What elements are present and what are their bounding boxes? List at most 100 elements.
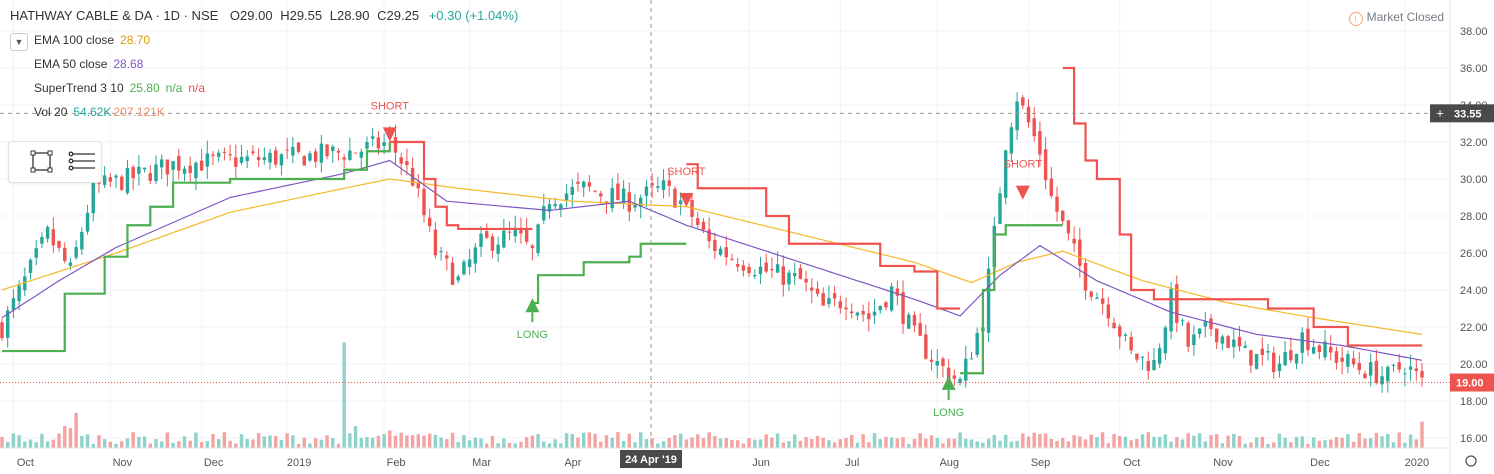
candle-body [599, 193, 603, 197]
candle-body [810, 287, 814, 291]
last-price-label: 19.00 [1456, 378, 1484, 390]
volume-bar [331, 438, 335, 448]
candle-body [1061, 210, 1065, 221]
volume-bar [918, 433, 922, 448]
candle-body [1317, 345, 1322, 352]
volume-bar [1391, 442, 1396, 448]
candle-body [918, 323, 922, 336]
candle-body [376, 137, 381, 149]
chevron-down-icon[interactable]: ▼ [10, 33, 28, 51]
volume-bar [935, 438, 939, 448]
volume-bar [399, 432, 403, 448]
indicator-lines [1, 66, 1423, 375]
candle-body [867, 313, 871, 320]
candle-body [513, 227, 517, 237]
candle-body [274, 150, 278, 165]
candle-body [28, 259, 33, 273]
time-tick-label: Dec [1310, 457, 1330, 469]
volume-bar [11, 433, 16, 448]
candle-body [764, 262, 768, 272]
rectangle-tool-icon[interactable] [30, 150, 53, 173]
candle-body [1163, 327, 1168, 354]
legend-volume[interactable]: Vol 20 54.62K 207.121K [34, 105, 165, 119]
volume-bar [581, 432, 586, 448]
candle-body [1346, 354, 1350, 367]
volume-bar [792, 434, 797, 448]
long-arrow-icon [525, 298, 540, 313]
legend-supertrend[interactable]: SuperTrend 3 10 25.80 n/a n/a [34, 81, 205, 95]
candle-body [1323, 341, 1327, 358]
candle-body [581, 181, 586, 188]
legend-ema50[interactable]: EMA 50 close 28.68 [34, 57, 143, 71]
price-tick-label: 18.00 [1460, 396, 1488, 408]
volume-bar [319, 439, 324, 448]
volume-bar [148, 443, 152, 448]
time-tick-label: 2019 [287, 457, 311, 469]
candle-body [753, 274, 757, 277]
candle-body [251, 151, 255, 154]
candle-body [604, 201, 609, 204]
market-status[interactable]: ! Market Closed [1348, 10, 1444, 26]
volume-bar [171, 442, 175, 448]
volume-bar [1289, 442, 1293, 448]
volume-bar [827, 440, 831, 448]
volume-bar [576, 437, 580, 448]
candle-body [1192, 334, 1196, 346]
legend-ema100[interactable]: EMA 100 close 28.70 [34, 33, 150, 47]
volume-bar [1311, 437, 1316, 448]
candle-body [450, 262, 455, 285]
volume-bar [410, 435, 415, 448]
candle-body [1249, 350, 1253, 366]
candle-body [969, 358, 974, 360]
volume-bar [1163, 434, 1168, 448]
volume-bar [336, 443, 341, 448]
candle-body [308, 153, 312, 161]
supertrend-down-line [1062, 66, 1422, 347]
candle-body [610, 188, 614, 209]
candle-body [821, 293, 825, 306]
candle-body [587, 182, 592, 187]
time-tick-label: Oct [1123, 457, 1140, 469]
candle-body [1414, 368, 1419, 372]
volume-bar [1374, 432, 1379, 448]
candle-body [433, 229, 438, 256]
volume-bar [901, 437, 905, 448]
short-arrow-icon [1015, 185, 1030, 200]
volume-bar [673, 435, 677, 448]
last-price-box [1450, 373, 1494, 392]
short-label: SHORT [1004, 159, 1043, 171]
candle-body [331, 146, 335, 152]
crosshair-plus-button [1430, 104, 1450, 123]
open-value: O29.00 [229, 8, 273, 23]
candle-body [1300, 332, 1304, 353]
candle-body [268, 152, 272, 163]
volume-bar [707, 432, 711, 448]
volume-bar [929, 435, 934, 448]
volume-bar [1135, 438, 1139, 448]
candle-body [1038, 130, 1042, 155]
candle-body [485, 231, 489, 238]
candle-body [502, 230, 506, 248]
candle-body [296, 142, 301, 152]
symbol-name[interactable]: HATHWAY CABLE & DA · 1D · NSE [10, 8, 219, 23]
volume-bar [194, 432, 198, 448]
candle-body [559, 204, 563, 209]
price-tick-label: 20.00 [1460, 359, 1488, 371]
candle-body [11, 298, 16, 310]
volume-bar [981, 442, 985, 448]
volume-bar [587, 432, 592, 448]
volume-bar [1254, 437, 1259, 448]
volume-bar [1346, 434, 1350, 448]
candle-body [1368, 362, 1373, 376]
settings-lines-icon[interactable] [68, 151, 95, 171]
volume-bar [1146, 432, 1150, 448]
candle-body [792, 273, 797, 277]
candle-body [159, 159, 164, 168]
volume-bar [313, 438, 318, 448]
candle-body [741, 265, 746, 271]
volume-bar [1340, 437, 1344, 448]
volume-bar [154, 438, 158, 448]
candle-body [1032, 118, 1036, 137]
candle-body [1078, 239, 1082, 266]
